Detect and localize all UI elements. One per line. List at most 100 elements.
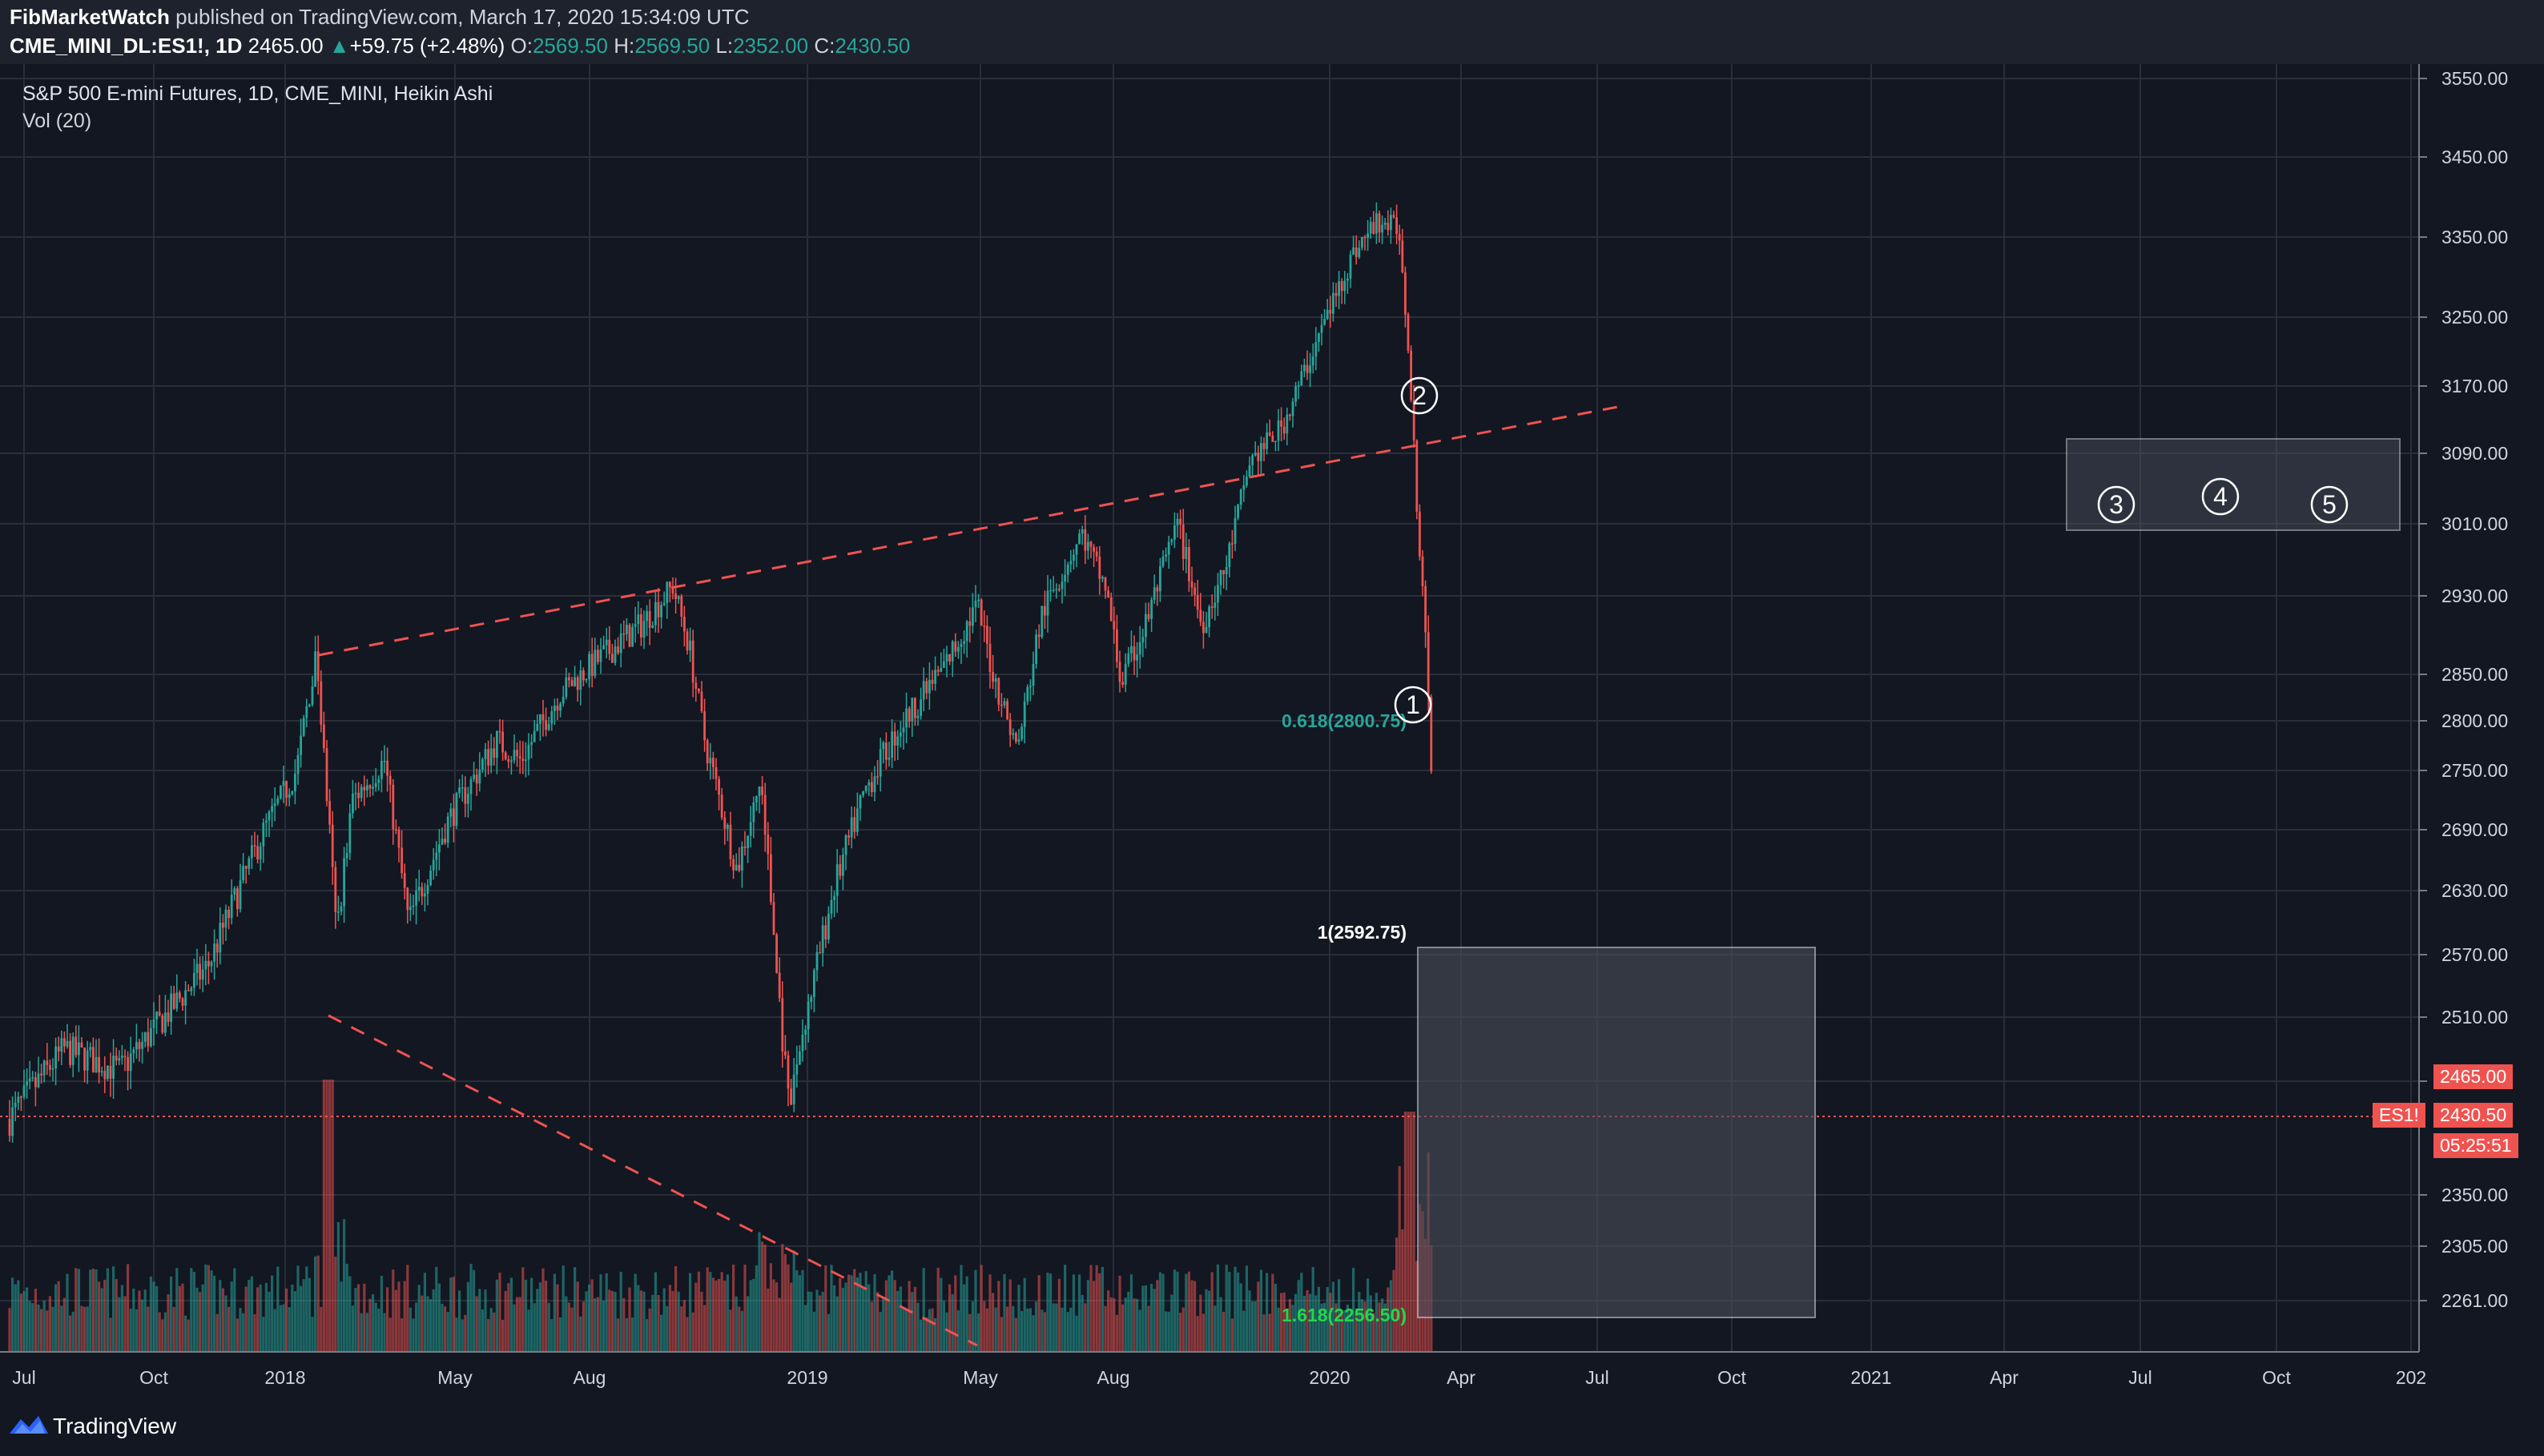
candle-body <box>1035 634 1037 664</box>
candle-body <box>1251 455 1254 465</box>
volume-bar <box>158 1312 161 1352</box>
candle-body <box>631 626 634 647</box>
time-tick-label: Oct <box>2262 1367 2291 1388</box>
candle-body <box>1194 587 1196 595</box>
volume-bar <box>365 1313 368 1352</box>
volume-bar <box>89 1269 92 1352</box>
volume-bar <box>911 1292 914 1352</box>
price-tick-label: 3550.00 <box>2441 68 2508 89</box>
candle-body <box>1161 557 1165 566</box>
candle-body <box>807 1001 810 1030</box>
candle-body <box>940 667 943 672</box>
candle-body <box>1387 223 1390 231</box>
volume-bar <box>227 1306 231 1352</box>
candle-body <box>574 677 576 686</box>
tradingview-brand[interactable]: TradingView <box>53 1414 177 1438</box>
candle-body <box>1246 477 1248 486</box>
volume-bar <box>1340 1311 1343 1352</box>
volume-bar <box>1323 1302 1326 1352</box>
volume-bar <box>455 1317 458 1352</box>
candle-body <box>980 599 983 626</box>
candle-body <box>268 811 271 821</box>
candle-body <box>925 681 928 694</box>
publisher-name[interactable]: FibMarketWatch <box>10 5 170 29</box>
volume-bar <box>432 1289 435 1352</box>
volume-indicator-label[interactable]: Vol (20) <box>22 110 92 132</box>
volume-bar <box>1363 1301 1367 1352</box>
candle-body <box>1318 332 1320 343</box>
volume-bar <box>1187 1271 1190 1352</box>
volume-bar <box>769 1263 772 1352</box>
wave-label-circle <box>1400 376 1439 415</box>
candle-body <box>92 1047 95 1073</box>
volume-bar <box>1133 1298 1136 1352</box>
candle-body <box>60 1038 63 1052</box>
tradingview-logo-icon[interactable] <box>8 1413 50 1437</box>
candle-body <box>847 835 850 838</box>
candle-body <box>1064 574 1066 582</box>
volume-bar <box>302 1279 305 1352</box>
volume-bar <box>397 1281 401 1352</box>
volume-bar <box>1064 1265 1067 1352</box>
price-chart[interactable]: 0.618(2800.75) 1(2592.75) 1.618(2256.50) 1 2… <box>0 64 2544 1394</box>
candle-body <box>1196 594 1199 609</box>
volume-bar <box>1343 1309 1346 1352</box>
candle-body <box>669 581 671 588</box>
volume-bar <box>1358 1292 1361 1352</box>
candle-body <box>1069 561 1073 565</box>
candle-body <box>1165 554 1167 557</box>
candle-body <box>784 1051 787 1056</box>
candle-body <box>510 760 513 762</box>
candle-body <box>830 899 833 914</box>
volume-bar <box>934 1317 937 1352</box>
volume-bar <box>91 1269 95 1352</box>
candle-body <box>1222 569 1225 574</box>
candle-body <box>507 759 510 762</box>
volume-bar <box>940 1277 943 1352</box>
candle-body <box>296 754 300 774</box>
candle-body <box>824 925 827 940</box>
candle-body <box>1133 646 1136 661</box>
candle-body <box>902 727 905 733</box>
volume-bar <box>1156 1280 1159 1352</box>
candle-body <box>141 1041 143 1049</box>
candle-body <box>694 682 698 689</box>
candle-body <box>718 778 720 795</box>
candle-body <box>415 890 417 906</box>
candle-body <box>1320 324 1323 333</box>
volume-bar <box>449 1277 453 1352</box>
volume-bar <box>585 1291 588 1352</box>
candle-body <box>1185 547 1188 559</box>
candle-body <box>46 1060 49 1065</box>
volume-bar <box>19 1293 22 1352</box>
time-tick-label: 2019 <box>787 1367 827 1388</box>
candle-body <box>810 996 813 1002</box>
volume-bar <box>668 1285 671 1352</box>
volume-bar <box>1035 1301 1038 1352</box>
candle-body <box>611 654 614 663</box>
candle-body <box>1118 662 1121 682</box>
volume-bar <box>207 1265 210 1352</box>
volume-bar <box>60 1305 63 1352</box>
candle-body <box>605 639 608 646</box>
candle-body <box>481 758 484 770</box>
candle-body <box>674 593 677 600</box>
candle-body <box>1181 524 1185 559</box>
candle-body <box>1291 401 1294 416</box>
volume-bar <box>1257 1281 1260 1352</box>
chart-drawings: 0.618(2800.75) 1(2592.75) 1.618(2256.50) 1 2… <box>0 376 2419 1347</box>
price-tick-label: 2510.00 <box>2441 1007 2508 1028</box>
volume-bar <box>149 1276 152 1352</box>
ohlc-line: CME_MINI_DL:ES1!, 1D 2465.00 ▲+59.75 (+2… <box>10 34 910 58</box>
candle-body <box>1343 280 1346 292</box>
volume-bar <box>920 1319 923 1352</box>
volume-bar <box>738 1306 741 1352</box>
volume-bar <box>1311 1266 1314 1352</box>
volume-bar <box>34 1288 37 1352</box>
fib-level-label: 1(2592.75) <box>1318 922 1407 943</box>
candle-body <box>1046 590 1049 616</box>
volume-bar <box>963 1284 966 1352</box>
volume-bar <box>178 1285 181 1352</box>
volume-bar <box>608 1289 611 1352</box>
symbol-label[interactable]: CME_MINI_DL:ES1!, 1D <box>10 34 243 58</box>
